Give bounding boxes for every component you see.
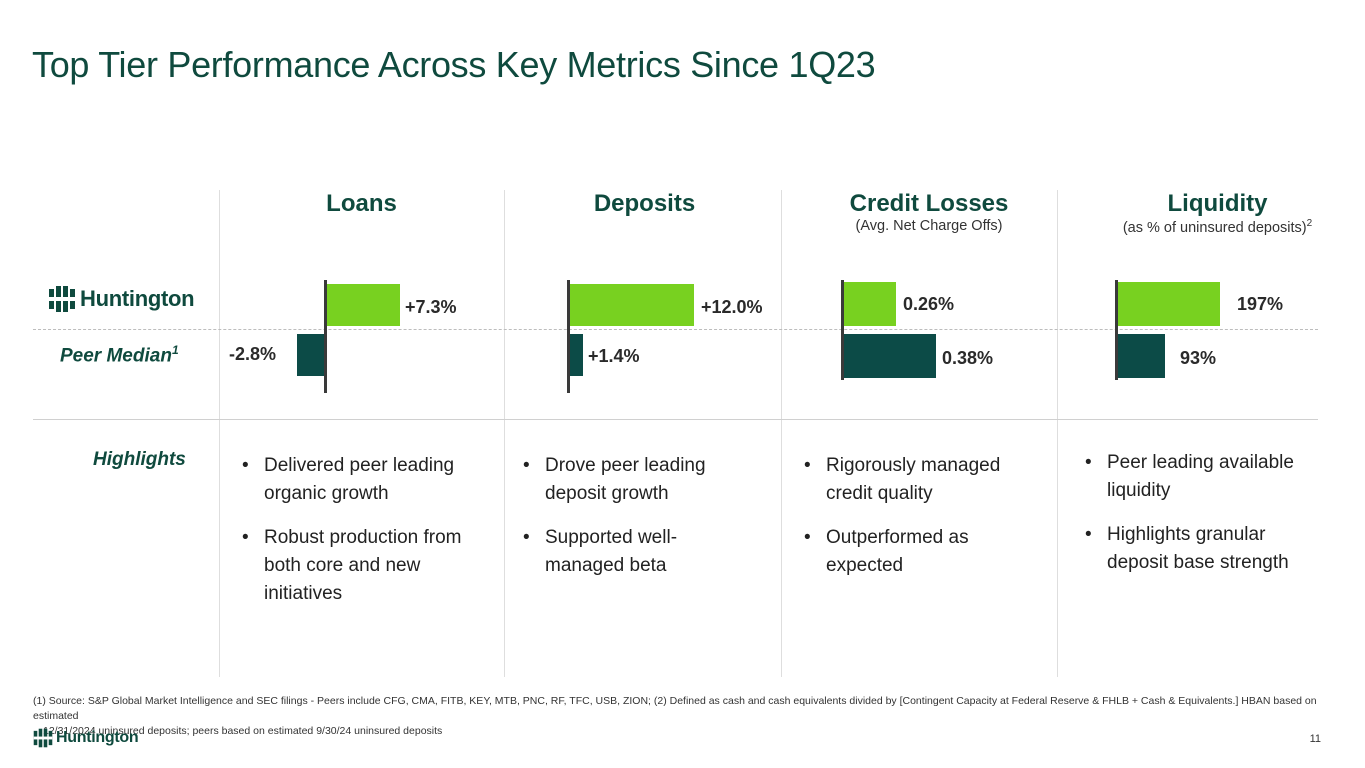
column-divider [781,190,782,677]
value-loans-huntington: +7.3% [405,297,457,317]
huntington-mark-icon [49,286,75,312]
list-item: • Outperformed as expected [804,527,969,576]
peer-median-label: Peer Median1 [60,343,179,367]
bar-credit-peer [843,334,936,378]
list-item: • Supported well-managed beta [523,527,678,576]
column-subheader-liquidity: (as % of uninsured deposits)2 [1122,218,1313,236]
footnote: (1) Source: S&P Global Market Intelligen… [33,695,1317,737]
value-loans-peer: -2.8% [229,344,277,364]
column-subheader-credit-losses: (Avg. Net Charge Offs) [855,218,1003,234]
list-item: • Delivered peer leading organic growth [242,455,455,504]
value-deposits-huntington: +12.0% [701,297,763,317]
axis-liquidity [1115,280,1118,380]
bar-liquidity-huntington [1117,282,1220,326]
highlights-label: Highlights [93,449,186,470]
highlights-liquidity: • Peer leading available liquidity • Highl… [1085,449,1325,593]
footer-huntington-logo: Huntington [33,728,139,748]
huntington-logo: Huntington [48,285,195,313]
highlights-credit-losses: • Rigorously managed credit quality • Outp… [804,452,1034,596]
column-header-loans: Loans [326,190,397,217]
column-header-deposits: Deposits [593,190,696,217]
column-divider [1057,190,1058,677]
row-divider [33,419,1318,420]
bar-deposits-peer [569,334,583,376]
page-title: Top Tier Performance Across Key Metrics … [32,44,876,85]
list-item: • Highlights granular deposit base streng… [1085,524,1289,573]
list-item: • Drove peer leading deposit growth [523,455,706,504]
axis-loans [324,280,327,393]
axis-deposits [567,280,570,393]
column-divider [504,190,505,677]
bar-loans-peer [297,334,326,376]
column-header-credit-losses: Credit Losses [849,190,1009,217]
bar-liquidity-peer [1117,334,1165,378]
column-divider [219,190,220,677]
value-deposits-peer: +1.4% [588,346,640,366]
highlights-deposits: • Drove peer leading deposit growth • Supp… [523,452,743,596]
huntington-mark-icon [33,728,53,748]
column-header-liquidity: Liquidity [1167,190,1268,217]
row-divider-dashed [33,329,1318,330]
value-liquidity-huntington: 197% [1237,294,1284,314]
list-item: • Peer leading available liquidity [1085,452,1294,501]
list-item: • Rigorously managed credit quality [804,455,1001,504]
highlights-loans: • Delivered peer leading organic growth •… [242,452,487,624]
bar-credit-huntington [843,282,896,326]
value-credit-huntington: 0.26% [903,294,955,314]
axis-credit [841,280,844,380]
bar-loans-huntington [326,284,400,326]
value-credit-peer: 0.38% [942,348,994,368]
list-item: • Robust production from both core and ne… [242,527,462,604]
page-number: 11 [1309,733,1321,745]
value-liquidity-peer: 93% [1180,348,1217,368]
bar-deposits-huntington [569,284,694,326]
